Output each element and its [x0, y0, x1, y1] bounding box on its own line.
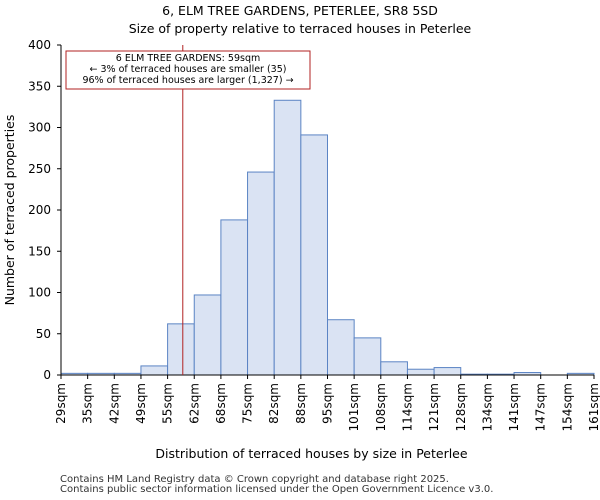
x-axis-label: Distribution of terraced houses by size … — [155, 446, 467, 461]
x-tick-label: 101sqm — [347, 383, 361, 431]
x-tick-label: 82sqm — [267, 383, 281, 424]
y-tick-label: 0 — [43, 368, 51, 382]
y-tick-label: 350 — [28, 79, 51, 93]
x-tick-label: 75sqm — [241, 383, 255, 424]
annotation-box: 6 ELM TREE GARDENS: 59sqm ← 3% of terrac… — [65, 50, 311, 90]
annotation-line-2: ← 3% of terraced houses are smaller (35) — [90, 64, 287, 75]
y-axis-label: Number of terraced properties — [2, 115, 17, 306]
x-tick-label: 154sqm — [560, 383, 574, 431]
y-tick-label: 200 — [28, 203, 51, 217]
y-tick-label: 300 — [28, 121, 51, 135]
histogram-bar-114sqm — [406, 368, 435, 376]
x-tick-label: 108sqm — [374, 383, 388, 431]
histogram-bar-49sqm — [140, 365, 169, 376]
x-tick-label: 134sqm — [480, 383, 494, 431]
histogram-bar-88sqm — [300, 134, 329, 376]
y-tick-label: 250 — [28, 162, 51, 176]
histogram-bar-82sqm — [273, 99, 302, 376]
y-tick-label: 150 — [28, 244, 51, 258]
y-tick-label: 400 — [28, 38, 51, 52]
histogram-bar-68sqm — [220, 219, 249, 376]
histogram-bar-95sqm — [327, 319, 355, 376]
annotation-line-3: 96% of terraced houses are larger (1,327… — [82, 75, 293, 86]
histogram-bar-55sqm — [167, 323, 195, 376]
x-tick-label: 141sqm — [507, 383, 521, 431]
y-tick-label: 100 — [28, 286, 51, 300]
annotation-line-1: 6 ELM TREE GARDENS: 59sqm — [116, 53, 260, 64]
x-tick-label: 55sqm — [161, 383, 175, 424]
histogram-bar-101sqm — [353, 337, 382, 376]
x-tick-label: 95sqm — [321, 383, 335, 424]
annotation-border — [65, 50, 311, 90]
x-tick-label: 49sqm — [134, 383, 148, 424]
chart-title: 6, ELM TREE GARDENS, PETERLEE, SR8 5SD — [162, 3, 438, 18]
histogram-bar-75sqm — [247, 171, 275, 376]
footer-licence: Contains public sector information licen… — [60, 484, 494, 495]
x-tick-label: 62sqm — [187, 383, 201, 424]
x-tick-label: 42sqm — [107, 383, 121, 424]
x-tick-label: 35sqm — [81, 383, 95, 424]
y-tick-label: 50 — [36, 327, 51, 341]
x-tick-label: 29sqm — [54, 383, 68, 424]
histogram-bar-121sqm — [433, 367, 462, 376]
x-tick-label: 147sqm — [534, 383, 548, 431]
histogram-bar-62sqm — [193, 294, 222, 376]
footer-copyright: Contains HM Land Registry data © Crown c… — [60, 474, 449, 485]
x-tick-label: 68sqm — [214, 383, 228, 424]
x-tick-label: 161sqm — [587, 383, 600, 431]
chart-subtitle: Size of property relative to terraced ho… — [128, 21, 472, 36]
x-tick-label: 88sqm — [294, 383, 308, 424]
x-tick-label: 128sqm — [454, 383, 468, 431]
histogram-bar-108sqm — [380, 361, 408, 376]
x-tick-label: 121sqm — [427, 383, 441, 431]
x-tick-label: 114sqm — [400, 383, 414, 431]
